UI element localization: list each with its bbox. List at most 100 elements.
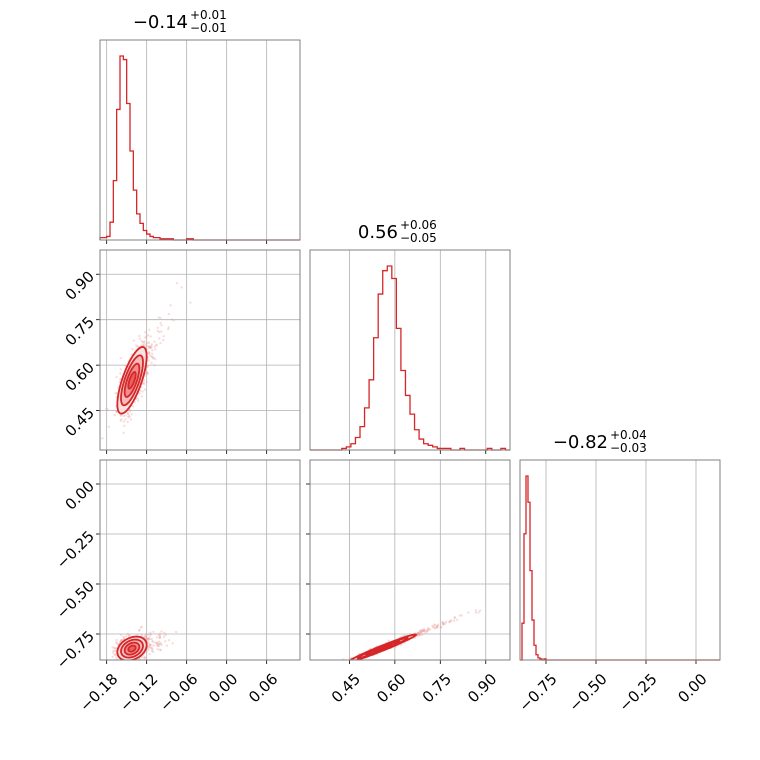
scatter-point (113, 649, 117, 653)
scatter-point (129, 418, 133, 421)
param-median: 0.56 (358, 222, 398, 243)
scatter-point (417, 632, 420, 635)
y-tick-label: −0.25 (53, 527, 98, 572)
scatter-point (417, 632, 421, 635)
scatter-point (416, 632, 420, 636)
scatter-point (158, 636, 161, 639)
scatter-point (125, 665, 127, 667)
scatter-point (153, 345, 156, 348)
scatter-point (137, 629, 141, 632)
scatter-point (421, 633, 424, 636)
scatter-point (416, 632, 420, 635)
scatter-point (163, 640, 167, 643)
scatter-point (119, 639, 123, 642)
scatter-point (157, 316, 160, 319)
x-tick-label: −0.75 (516, 670, 561, 715)
scatter-point (436, 626, 439, 629)
scatter-point (147, 341, 151, 344)
scatter-point (157, 337, 161, 340)
scatter-point (460, 614, 464, 617)
scatter-point (135, 662, 137, 664)
scatter-point (352, 661, 354, 663)
param-plus-error: +0.01 (190, 8, 227, 22)
scatter-point (474, 609, 478, 612)
scatter-point (119, 372, 122, 375)
scatter-point (159, 648, 163, 652)
scatter-point (142, 381, 145, 385)
scatter-point (420, 629, 424, 632)
y-tick-label: −0.50 (53, 577, 98, 622)
scatter-point (148, 637, 152, 641)
y-tick-label: 0.60 (62, 358, 98, 394)
scatter-point (128, 634, 131, 637)
scatter-point (467, 611, 470, 614)
scatter-point (156, 648, 159, 651)
scatter-point (123, 662, 125, 664)
scatter-point (436, 623, 440, 627)
scatter-point (148, 328, 151, 332)
joint-p1-p3 (108, 625, 178, 667)
scatter-point (426, 629, 429, 632)
scatter-point (158, 636, 161, 640)
scatter-point (150, 643, 153, 647)
scatter-point (154, 344, 158, 347)
scatter-point (160, 643, 163, 647)
scatter-point (149, 646, 153, 650)
histogram-p2 (310, 265, 510, 451)
panel-frame (309, 459, 511, 661)
histogram-p1 (99, 55, 300, 241)
scatter-point (163, 631, 166, 635)
scatter-point (146, 372, 149, 376)
scatter-point (399, 643, 403, 647)
scatter-point (131, 405, 135, 408)
scatter-point (148, 652, 151, 656)
scatter-point (422, 629, 425, 632)
scatter-point (425, 630, 428, 633)
x-tick-label: 0.00 (674, 670, 710, 706)
scatter-point (442, 623, 445, 626)
scatter-point (439, 626, 443, 629)
scatter-point (180, 286, 183, 289)
panel-frame (99, 39, 301, 241)
param-plus-error: +0.04 (610, 428, 647, 442)
scatter-point (433, 627, 437, 630)
scatter-point (160, 324, 163, 327)
scatter-point (139, 626, 143, 629)
param-minus-error: −0.01 (190, 21, 227, 35)
scatter-point (428, 628, 432, 631)
scatter-point (126, 412, 130, 416)
scatter-point (169, 304, 172, 307)
scatter-point (157, 644, 160, 647)
scatter-point (441, 621, 445, 624)
scatter-point (150, 647, 154, 650)
param-plus-error: +0.06 (400, 218, 437, 232)
scatter-point (155, 641, 158, 645)
scatter-point (127, 633, 130, 637)
scatter-point (114, 392, 117, 395)
scatter-point (150, 637, 153, 641)
scatter-point (151, 640, 154, 643)
scatter-point (436, 624, 439, 628)
panel-0-2: −0.18−0.12−0.06 0.00 0.06−0.75−0.50−0.250.… (53, 459, 301, 715)
scatter-point (145, 637, 149, 640)
scatter-point (136, 397, 140, 400)
scatter-point (126, 420, 129, 424)
scatter-point (132, 663, 134, 665)
scatter-point (130, 662, 132, 664)
scatter-point (107, 425, 111, 428)
scatter-point (474, 611, 478, 614)
histogram-p3 (520, 475, 720, 661)
scatter-point (124, 418, 127, 421)
panel-2-2: −0.75 −0.50 −0.25 0.00 (516, 459, 721, 715)
scatter-point (458, 614, 462, 617)
scatter-point (350, 661, 352, 663)
scatter-point (172, 319, 176, 322)
scatter-point (136, 399, 140, 403)
scatter-point (144, 634, 147, 637)
scatter-point (158, 635, 162, 639)
scatter-point (156, 326, 159, 330)
scatter-point (144, 331, 147, 334)
scatter-point (129, 665, 131, 667)
scatter-point (120, 639, 123, 642)
scatter-point (156, 329, 160, 333)
